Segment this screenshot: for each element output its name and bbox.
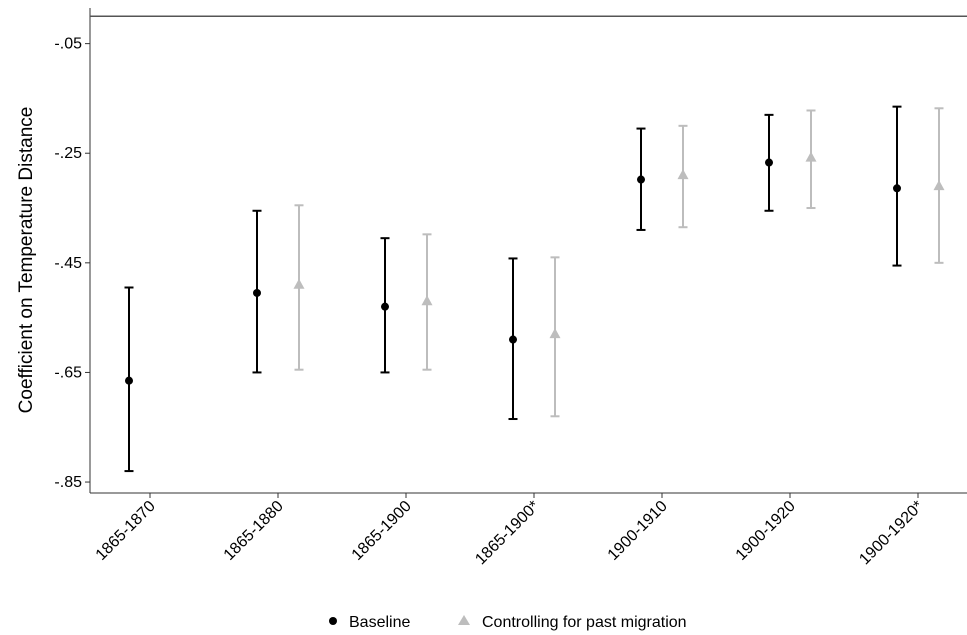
y-tick-label: -.85 (54, 474, 82, 491)
controlled-point (677, 169, 689, 180)
x-tick-label: 1900-1920* (856, 498, 927, 569)
chart-marks (124, 105, 945, 473)
baseline-point (637, 175, 645, 184)
controlled-point (805, 151, 817, 162)
y-tick-label: -.45 (54, 255, 82, 272)
baseline-point (765, 158, 773, 167)
baseline-point (509, 335, 517, 344)
baseline-point (381, 302, 389, 311)
axes: -.85 -.65 -.45 -.25 -.05 1865-1870 1865-1880 18… (54, 8, 967, 568)
legend-baseline-marker (329, 617, 337, 625)
controlled-point (549, 328, 561, 339)
y-tick-label: -.65 (54, 364, 82, 381)
legend-controlled-label: Controlling for past migration (482, 614, 687, 631)
legend-baseline-label: Baseline (349, 614, 410, 631)
baseline-point (253, 288, 261, 297)
controlled-point (421, 295, 433, 306)
controlled-point (293, 278, 305, 289)
x-tick-label: 1865-1900 (349, 498, 415, 564)
baseline-point (893, 184, 901, 193)
x-tick-label: 1865-1880 (221, 498, 287, 564)
x-tick-label: 1900-1920 (733, 498, 799, 564)
baseline-point (125, 376, 133, 385)
x-tick-label: 1865-1900* (472, 498, 543, 569)
legend-controlled-marker (458, 615, 470, 625)
x-tick-label: 1865-1870 (93, 498, 159, 564)
x-tick-label: 1900-1910 (605, 498, 671, 564)
y-tick-label: -.25 (54, 145, 82, 162)
y-tick-label: -.05 (54, 36, 82, 53)
legend: Baseline Controlling for past migration (329, 614, 687, 631)
controlled-point (933, 180, 945, 191)
y-axis-label: Coefficient on Temperature Distance (16, 107, 37, 414)
